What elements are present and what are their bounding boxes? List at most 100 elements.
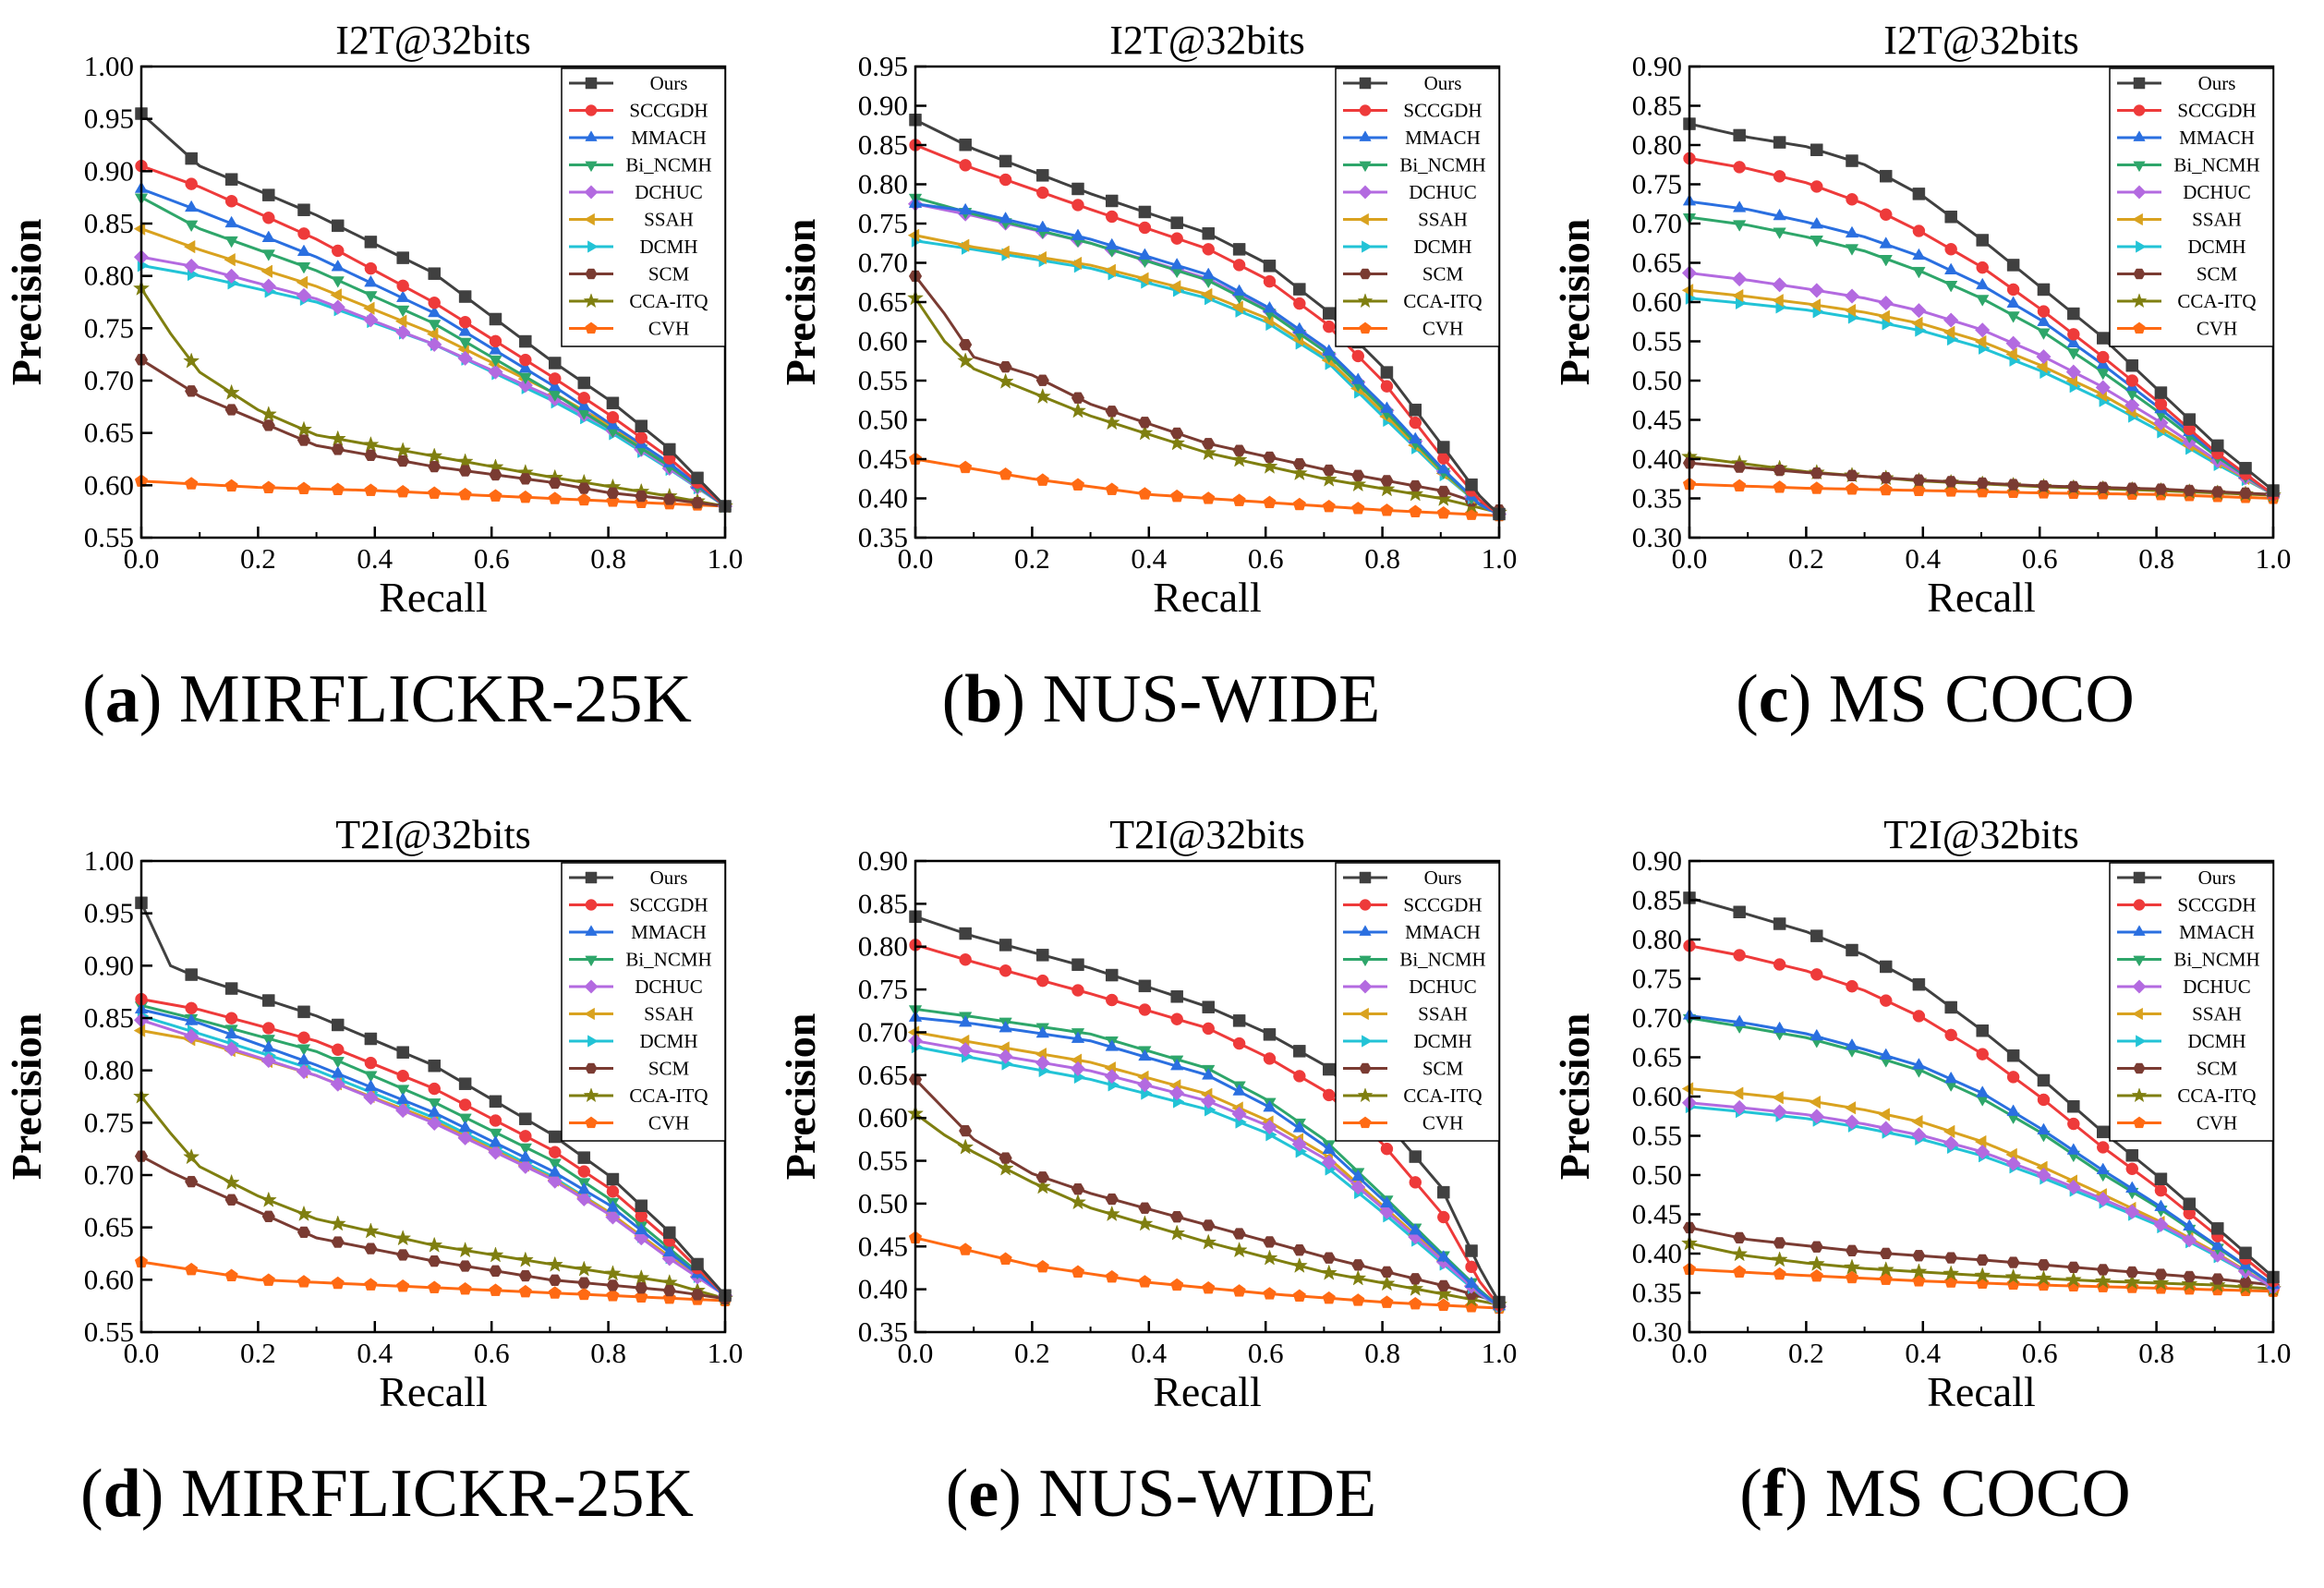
data-point-cvh [489, 489, 502, 502]
legend-item-dcmh: DCMH [569, 236, 698, 258]
data-point-scm [1292, 1244, 1306, 1256]
legend-label: SCM [2197, 1058, 2238, 1080]
data-point-mmach [606, 418, 620, 430]
data-point-ours [1465, 478, 1478, 491]
data-point-mmach [1976, 277, 1990, 290]
data-point-cca-itq [1230, 451, 1248, 467]
data-point-ours [2154, 386, 2168, 399]
x-tick-label: 1.0 [708, 1337, 744, 1369]
data-point-dchuc [1104, 1068, 1120, 1085]
legend-item-sccgdh: SCCGDH [1343, 100, 1483, 122]
data-point-scm [458, 1260, 472, 1272]
x-tick-label: 1.0 [1482, 1337, 1518, 1369]
data-point-cvh [396, 484, 410, 498]
data-point-sccgdh [1912, 224, 1926, 237]
data-point-dchuc [224, 1041, 239, 1057]
y-tick-label: 0.65 [1632, 1041, 1682, 1073]
data-point-cvh [428, 1280, 442, 1293]
legend-item-scm: SCM [569, 1058, 690, 1080]
data-point-bi-ncmh [1773, 227, 1786, 239]
data-point-mmach [1943, 262, 1958, 274]
data-point-scm [690, 1289, 705, 1301]
data-point-bi-ncmh [489, 1128, 502, 1141]
data-point-cvh [458, 1281, 472, 1295]
y-tick-label: 0.40 [858, 482, 908, 515]
data-point-sccgdh [396, 1069, 409, 1083]
legend-item-scm: SCM [1343, 263, 1464, 285]
data-point-cvh [297, 481, 311, 494]
data-point-ssah [1911, 316, 1923, 331]
x-axis-label: Recall [1153, 1368, 1262, 1415]
data-point-sccgdh [1976, 261, 1989, 274]
data-point-sccgdh [2067, 1117, 2080, 1131]
data-point-ours [1879, 960, 1893, 974]
data-point-dchuc [457, 1130, 473, 1146]
legend-marker [1359, 77, 1372, 90]
legend-label: Ours [2198, 72, 2236, 94]
data-point-dchuc [1772, 277, 1787, 293]
data-point-cvh [185, 1262, 199, 1276]
data-point-mmach [2066, 1143, 2081, 1155]
data-point-ours [1846, 154, 1858, 167]
y-tick-label: 0.45 [858, 1230, 908, 1262]
data-point-cvh [1263, 1287, 1277, 1300]
data-point-ours [577, 376, 591, 390]
data-point-sccgdh [458, 315, 472, 329]
data-point-scm [1170, 427, 1184, 440]
legend-label: DCMH [639, 236, 697, 258]
data-point-cvh [1912, 483, 1926, 496]
data-point-cca-itq [957, 1138, 974, 1155]
caption-dataset: MIRFLICKR-25K [180, 1456, 694, 1532]
data-point-cca-itq [633, 1268, 650, 1286]
legend-marker [2132, 1007, 2143, 1021]
legend-label: DCMH [1413, 1030, 1471, 1052]
data-point-ours [2183, 413, 2197, 426]
data-point-ours [396, 1046, 409, 1059]
x-tick-label: 0.8 [2138, 1337, 2174, 1369]
data-point-mmach [1351, 372, 1365, 384]
data-point-cca-itq [546, 1255, 563, 1272]
data-point-scm [999, 1152, 1012, 1164]
data-point-dchuc [1878, 1121, 1894, 1136]
y-tick-label: 0.60 [84, 468, 134, 501]
data-point-cvh [1409, 504, 1422, 517]
data-point-ours [2125, 1149, 2139, 1162]
caption-close: ) [1002, 661, 1043, 737]
legend-label: DCHUC [635, 181, 703, 203]
data-point-bi-ncmh [2096, 368, 2110, 381]
data-point-ssah [260, 264, 272, 278]
data-point-cvh [999, 467, 1012, 480]
data-point-ours [1202, 227, 1215, 240]
data-point-scm [2238, 487, 2253, 499]
data-point-mmach [1732, 1014, 1747, 1026]
y-tick-label: 0.85 [1632, 90, 1682, 122]
data-point-scm [2066, 1261, 2080, 1274]
caption-close: ) [140, 1456, 181, 1532]
data-point-dchuc [1975, 322, 1991, 338]
data-point-dchuc [2153, 415, 2169, 430]
data-point-cca-itq [1290, 1256, 1308, 1273]
y-axis-label: Precision [1551, 1013, 1598, 1181]
x-tick-label: 0.4 [357, 542, 393, 575]
data-point-dchuc [2036, 348, 2052, 365]
data-point-cca-itq [394, 442, 412, 458]
x-tick-label: 0.4 [357, 1337, 393, 1369]
data-point-scm [518, 1269, 532, 1282]
data-point-bi-ncmh [395, 305, 410, 318]
data-point-ours [1323, 307, 1336, 320]
legend-marker [2133, 1062, 2146, 1074]
data-point-sccgdh [1232, 259, 1246, 272]
y-tick-label: 0.75 [84, 1106, 134, 1138]
data-point-ours [635, 419, 648, 432]
panel-d: T2I@32bits 0.0 0.2 0.4 0.6 0.8 1.0 0.55 0.60 0.65… [0, 794, 774, 1587]
caption-close: ) [139, 661, 179, 737]
chart-svg: I2T@32bits 0.0 0.2 0.4 0.6 0.8 1.0 0.35 0.40 0.45… [777, 18, 1517, 621]
y-tick-label: 0.45 [1632, 1198, 1682, 1230]
data-point-mmach [1202, 267, 1216, 280]
data-point-cvh [261, 1273, 275, 1286]
data-point-scm [1105, 406, 1119, 418]
data-point-sccgdh [297, 1031, 310, 1045]
legend-label: CVH [1422, 1112, 1463, 1134]
data-point-dchuc [1321, 1155, 1337, 1170]
